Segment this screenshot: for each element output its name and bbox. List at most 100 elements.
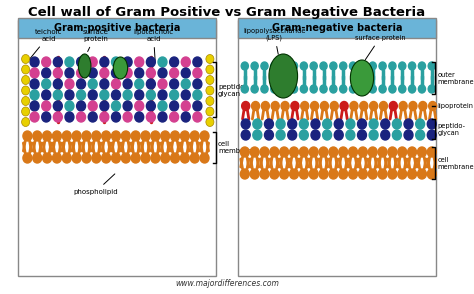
Circle shape bbox=[241, 85, 248, 93]
Text: teichoic
acid: teichoic acid bbox=[27, 29, 63, 62]
Circle shape bbox=[334, 119, 343, 129]
Circle shape bbox=[399, 62, 406, 70]
Circle shape bbox=[123, 68, 132, 78]
Circle shape bbox=[100, 101, 109, 111]
Circle shape bbox=[54, 90, 62, 100]
Circle shape bbox=[131, 153, 140, 163]
Circle shape bbox=[241, 130, 250, 140]
Circle shape bbox=[53, 153, 62, 163]
Circle shape bbox=[260, 147, 269, 157]
Circle shape bbox=[193, 57, 202, 67]
Circle shape bbox=[54, 79, 62, 89]
Circle shape bbox=[22, 96, 30, 106]
Circle shape bbox=[111, 112, 120, 122]
Circle shape bbox=[111, 57, 120, 67]
Circle shape bbox=[23, 131, 32, 141]
Circle shape bbox=[381, 130, 390, 140]
Circle shape bbox=[190, 131, 199, 141]
Circle shape bbox=[88, 101, 97, 111]
Circle shape bbox=[170, 101, 179, 111]
Circle shape bbox=[309, 169, 318, 179]
Circle shape bbox=[135, 79, 144, 89]
Text: cell
membrane: cell membrane bbox=[437, 156, 474, 170]
Circle shape bbox=[111, 79, 120, 89]
Circle shape bbox=[389, 85, 396, 93]
Circle shape bbox=[123, 112, 132, 122]
Text: phospholipid: phospholipid bbox=[73, 174, 118, 195]
Circle shape bbox=[271, 62, 278, 70]
Circle shape bbox=[158, 79, 167, 89]
Circle shape bbox=[151, 153, 160, 163]
Circle shape bbox=[251, 85, 258, 93]
Circle shape bbox=[358, 147, 367, 157]
Circle shape bbox=[319, 147, 328, 157]
Circle shape bbox=[206, 118, 214, 126]
Circle shape bbox=[409, 62, 416, 70]
Circle shape bbox=[359, 85, 366, 93]
Circle shape bbox=[311, 119, 320, 129]
Circle shape bbox=[310, 85, 317, 93]
Circle shape bbox=[301, 101, 309, 111]
Circle shape bbox=[146, 57, 155, 67]
Circle shape bbox=[171, 131, 180, 141]
Text: surface protein: surface protein bbox=[355, 35, 405, 60]
Circle shape bbox=[161, 131, 170, 141]
Circle shape bbox=[300, 119, 308, 129]
Circle shape bbox=[381, 119, 390, 129]
Ellipse shape bbox=[113, 57, 128, 79]
Circle shape bbox=[419, 101, 427, 111]
Circle shape bbox=[388, 169, 397, 179]
Circle shape bbox=[88, 57, 97, 67]
Circle shape bbox=[276, 130, 285, 140]
Circle shape bbox=[65, 112, 74, 122]
Circle shape bbox=[392, 119, 401, 129]
Circle shape bbox=[300, 147, 308, 157]
Circle shape bbox=[260, 169, 269, 179]
Circle shape bbox=[65, 101, 74, 111]
Ellipse shape bbox=[78, 54, 91, 78]
Text: surface
protein: surface protein bbox=[82, 29, 109, 51]
Circle shape bbox=[161, 153, 170, 163]
Circle shape bbox=[77, 112, 86, 122]
Circle shape bbox=[250, 147, 259, 157]
Circle shape bbox=[170, 57, 179, 67]
Circle shape bbox=[370, 101, 378, 111]
Circle shape bbox=[65, 57, 74, 67]
Circle shape bbox=[77, 79, 86, 89]
Circle shape bbox=[33, 153, 42, 163]
Circle shape bbox=[181, 79, 190, 89]
Circle shape bbox=[419, 85, 426, 93]
Circle shape bbox=[378, 169, 387, 179]
Circle shape bbox=[252, 101, 260, 111]
Circle shape bbox=[42, 57, 51, 67]
Circle shape bbox=[241, 62, 248, 70]
Circle shape bbox=[135, 112, 144, 122]
Circle shape bbox=[146, 101, 155, 111]
Circle shape bbox=[368, 169, 377, 179]
Circle shape bbox=[288, 130, 297, 140]
Circle shape bbox=[158, 90, 167, 100]
Circle shape bbox=[290, 169, 299, 179]
Circle shape bbox=[270, 147, 279, 157]
Circle shape bbox=[65, 90, 74, 100]
Circle shape bbox=[281, 85, 288, 93]
Bar bbox=[18, 20, 216, 276]
Circle shape bbox=[82, 131, 91, 141]
Circle shape bbox=[22, 86, 30, 95]
Circle shape bbox=[100, 57, 109, 67]
Circle shape bbox=[170, 68, 179, 78]
Text: Gram-negative bacteria: Gram-negative bacteria bbox=[272, 23, 402, 33]
Circle shape bbox=[193, 90, 202, 100]
Circle shape bbox=[389, 101, 397, 111]
Circle shape bbox=[111, 101, 120, 111]
Circle shape bbox=[82, 153, 91, 163]
Circle shape bbox=[135, 68, 144, 78]
Circle shape bbox=[206, 54, 214, 64]
Circle shape bbox=[200, 153, 209, 163]
Circle shape bbox=[388, 147, 397, 157]
Circle shape bbox=[42, 79, 51, 89]
Circle shape bbox=[348, 169, 357, 179]
Circle shape bbox=[92, 153, 101, 163]
Circle shape bbox=[428, 62, 435, 70]
Circle shape bbox=[399, 101, 407, 111]
